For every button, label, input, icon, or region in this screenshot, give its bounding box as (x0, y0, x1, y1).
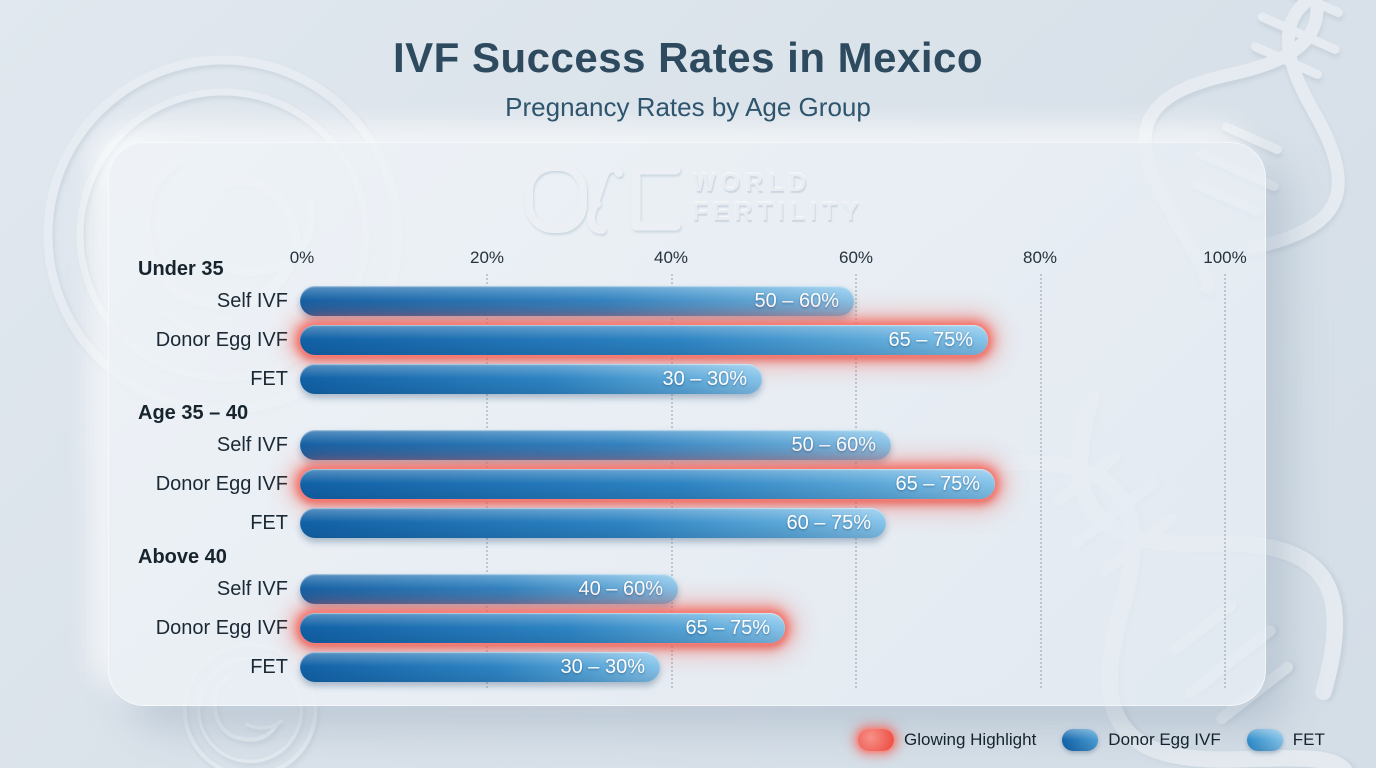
brand-word-2: FERTILITY (692, 198, 864, 226)
bar-above-40-self-ivf: 40 – 60% (300, 574, 678, 604)
gridline-80 (1040, 274, 1042, 688)
bar-under-35-fet: 30 – 30% (300, 364, 762, 394)
bar-value-label: 65 – 75% (685, 616, 770, 639)
bar-value-label: 30 – 30% (560, 655, 645, 678)
bar-value-label: 40 – 60% (578, 577, 663, 600)
x-axis-tick-100: 100% (1203, 248, 1247, 267)
x-axis-tick-80: 80% (1022, 248, 1058, 267)
x-axis-tick-40: 40% (653, 248, 689, 267)
row-label-above-40-fet: FET (250, 656, 288, 678)
legend-item-glowing-highlight: Glowing Highlight (858, 729, 1036, 751)
legend-label: Glowing Highlight (904, 730, 1037, 749)
bar-above-40-donor-egg-ivf: 65 – 75% (300, 613, 785, 643)
x-axis-tick-0: 0% (289, 248, 315, 267)
brand-wordmark: WORLD FERTILITY (692, 169, 863, 227)
page-title: IVF Success Rates in Mexico (392, 34, 984, 81)
page-subtitle: Pregnancy Rates by Age Group (505, 92, 871, 122)
row-label-age-35-40-self-ivf: Self IVF (216, 434, 288, 456)
brand-watermark: WORLD FERTILITY (524, 160, 863, 236)
row-label-under-35-donor-egg-ivf: Donor Egg IVF (155, 329, 288, 351)
group-header-above-40: Above 40 (138, 546, 227, 568)
legend-item-fet: FET (1246, 729, 1325, 751)
legend-label: Donor Egg IVF (1108, 730, 1221, 749)
bar-value-label: 30 – 30% (662, 367, 747, 390)
bar-above-40-fet: 30 – 30% (300, 652, 660, 682)
bar-value-label: 65 – 75% (888, 328, 973, 351)
x-axis-tick-20: 20% (469, 248, 505, 267)
row-label-age-35-40-donor-egg-ivf: Donor Egg IVF (155, 473, 288, 495)
bar-value-label: 50 – 60% (791, 433, 876, 456)
brand-word-1: WORLD (692, 169, 812, 198)
group-header-under-35: Under 35 (138, 258, 224, 280)
x-axis-tick-60: 60% (838, 248, 874, 267)
bar-age-35-40-donor-egg-ivf: 65 – 75% (300, 469, 995, 499)
gridline-100 (1224, 274, 1226, 688)
bar-value-label: 60 – 75% (786, 511, 871, 534)
legend-label: FET (1292, 730, 1325, 749)
brand-logo-icon (525, 163, 681, 234)
legend-item-donor-egg-ivf: Donor Egg IVF (1062, 729, 1221, 751)
bar-value-label: 50 – 60% (754, 289, 839, 312)
bar-under-35-donor-egg-ivf: 65 – 75% (300, 325, 988, 355)
bar-under-35-self-ivf: 50 – 60% (300, 286, 854, 316)
donor-egg-swatch-icon (1062, 729, 1099, 751)
row-label-above-40-donor-egg-ivf: Donor Egg IVF (155, 617, 288, 639)
row-label-under-35-self-ivf: Self IVF (216, 290, 288, 312)
bar-value-label: 65 – 75% (895, 472, 980, 495)
bar-age-35-40-fet: 60 – 75% (300, 508, 886, 538)
row-label-above-40-self-ivf: Self IVF (216, 578, 288, 600)
row-label-age-35-40-fet: FET (250, 512, 288, 534)
glow-swatch-icon (858, 729, 894, 751)
row-label-under-35-fet: FET (250, 368, 288, 390)
fet-swatch-icon (1246, 729, 1283, 751)
chart-legend: Glowing Highlight Donor Egg IVF FET (858, 726, 1325, 754)
bar-age-35-40-self-ivf: 50 – 60% (300, 430, 891, 460)
group-header-age-35-40: Age 35 – 40 (138, 402, 249, 424)
